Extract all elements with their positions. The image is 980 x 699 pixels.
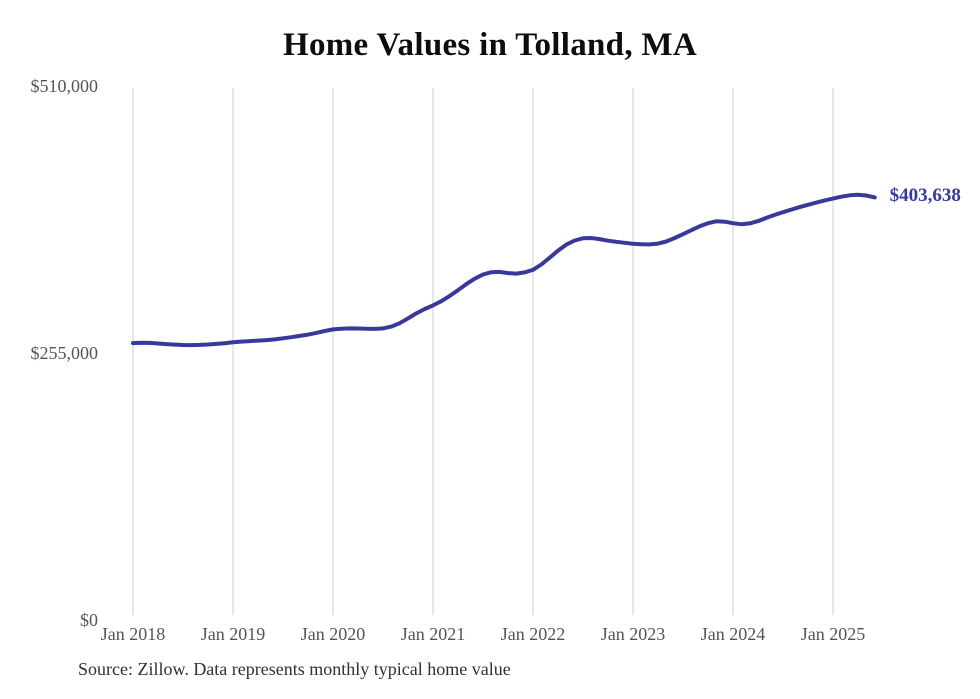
x-tick-label-jan-2019: Jan 2019 [200, 624, 266, 644]
x-tick-label-jan-2023: Jan 2023 [600, 624, 666, 644]
latest-value-label: $403,638 [889, 185, 961, 207]
y-tick-label-255000: $255,000 [30, 343, 99, 363]
x-tick-label-jan-2022: Jan 2022 [500, 624, 566, 644]
x-tick-label-jan-2021: Jan 2021 [400, 624, 466, 644]
x-tick-label-jan-2018: Jan 2018 [100, 624, 166, 644]
home-value-line [131, 192, 877, 348]
chart-title: Home Values in Tolland, MA [283, 27, 697, 63]
x-tick-label-jan-2025: Jan 2025 [800, 624, 866, 644]
y-tick-label-510000: $510,000 [30, 76, 99, 96]
x-tick-label-jan-2020: Jan 2020 [300, 624, 366, 644]
source-note: Source: Zillow. Data represents monthly … [78, 659, 511, 679]
x-tick-label-jan-2024: Jan 2024 [700, 624, 766, 644]
y-tick-label-0: $0 [80, 610, 98, 630]
